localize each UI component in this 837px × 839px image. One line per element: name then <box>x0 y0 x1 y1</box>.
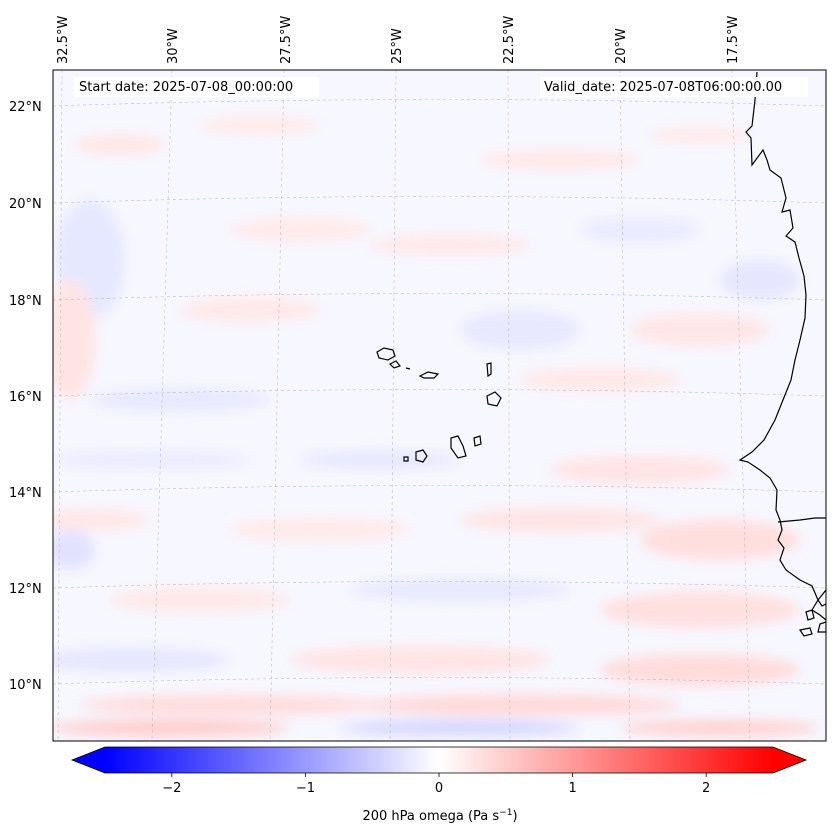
lat-label-22n: 22°N <box>9 100 42 115</box>
meridian-32-5w <box>57 70 63 741</box>
meridian-27-5w <box>269 70 285 741</box>
meridian-20w <box>619 70 631 741</box>
bijagos-islands <box>799 609 826 637</box>
coastlines <box>738 71 826 637</box>
colorbar-outline <box>70 746 808 774</box>
parallel-10n <box>53 677 826 685</box>
island-santo-antao <box>376 347 396 361</box>
lat-label-10n: 10°N <box>9 678 42 693</box>
graticule <box>53 70 826 741</box>
lat-label-20n: 20°N <box>9 197 42 212</box>
meridian-25w <box>389 70 397 741</box>
colorbar-tick-label: 1 <box>568 781 576 796</box>
lon-label-32-5w: 32.5°W <box>56 16 71 64</box>
lon-label-25w: 25°W <box>390 28 405 64</box>
colorbar-tick-label: −2 <box>162 781 181 796</box>
valid-date-box <box>540 77 808 97</box>
lon-label-27-5w: 27.5°W <box>279 16 294 64</box>
island-sao-vicente <box>388 360 402 369</box>
colorbar-tick-label: 0 <box>435 781 443 796</box>
parallel-22n <box>53 99 826 107</box>
lon-label-30w: 30°W <box>166 28 181 64</box>
valid-date-text: Valid_date: 2025-07-08T06:00:00.00 <box>544 80 782 95</box>
colorbar-extend-low <box>72 747 105 773</box>
lat-label-12n: 12°N <box>9 582 42 597</box>
colorbar-extend-high <box>773 747 806 773</box>
colorbar-bar <box>105 747 773 773</box>
start-date-box <box>74 77 319 97</box>
island-brava <box>403 456 409 462</box>
parallel-12n <box>53 581 826 589</box>
lon-label-20w: 20°W <box>614 28 629 64</box>
colorbar-tick-label: 2 <box>702 781 710 796</box>
map-frame <box>52 69 827 742</box>
lat-label-18n: 18°N <box>9 294 42 309</box>
island-maio <box>473 435 482 447</box>
africa-coastline <box>738 71 826 621</box>
meridian-22-5w <box>507 70 511 741</box>
lon-label-22-5w: 22.5°W <box>502 16 517 64</box>
island-santa-luzia <box>405 367 411 370</box>
meridian-17-5w <box>731 70 751 741</box>
island-sal <box>486 362 492 378</box>
gambia-river <box>777 517 826 523</box>
longitude-labels: 32.5°W 30°W 27.5°W 25°W 22.5°W 20°W 17.5… <box>56 16 741 64</box>
meridian-30w <box>151 70 173 741</box>
parallel-20n <box>53 196 826 204</box>
map-panel <box>53 70 826 741</box>
latitude-labels: 22°N 20°N 18°N 16°N 14°N 12°N 10°N <box>9 100 42 693</box>
lat-label-16n: 16°N <box>9 390 42 405</box>
cape-verde-islands <box>376 347 502 463</box>
parallel-18n <box>53 293 826 301</box>
parallel-14n <box>53 485 826 493</box>
parallel-16n <box>53 389 826 397</box>
start-date-text: Start date: 2025-07-08_00:00:00 <box>79 80 293 95</box>
island-santiago <box>450 435 467 459</box>
colorbar: −2 −1 0 1 2 200 hPa omega (Pa s−1) <box>70 746 808 824</box>
omega-field <box>53 116 820 736</box>
colorbar-ticks: −2 −1 0 1 2 <box>162 773 710 796</box>
lon-label-17-5w: 17.5°W <box>726 16 741 64</box>
island-boa-vista <box>486 391 502 407</box>
guinea-bissau-coast <box>817 589 826 607</box>
lat-label-14n: 14°N <box>9 486 42 501</box>
island-fogo <box>415 449 428 463</box>
colorbar-tick-label: −1 <box>296 781 315 796</box>
colorbar-label: 200 hPa omega (Pa s−1) <box>362 808 517 824</box>
island-sao-nicolau <box>418 371 440 379</box>
